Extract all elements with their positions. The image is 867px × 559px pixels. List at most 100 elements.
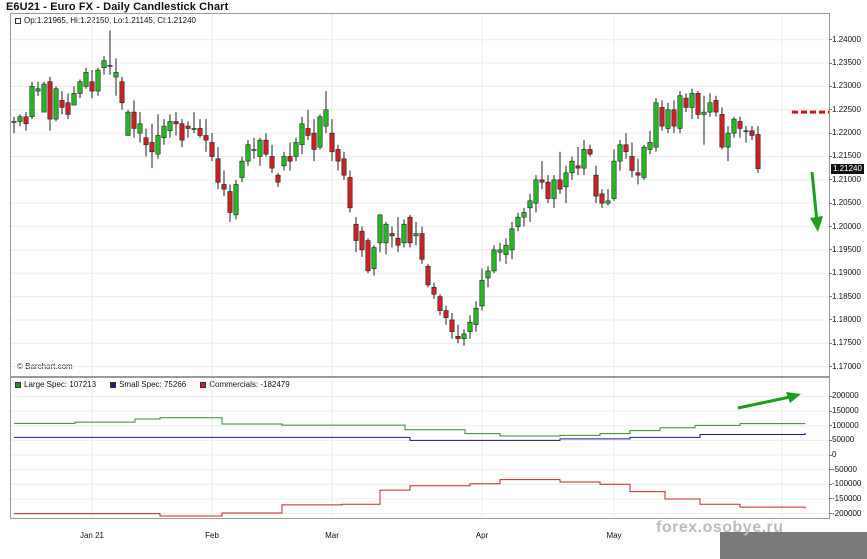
candle-body <box>41 83 47 113</box>
candle-body <box>719 114 725 148</box>
candle-body <box>755 134 761 169</box>
candle-body <box>467 321 473 332</box>
cot-tick-label: -100000 <box>828 479 862 489</box>
candle-body <box>149 142 155 153</box>
cot-series-line-small-spec <box>14 432 806 441</box>
candle-body <box>689 93 695 108</box>
large-spec-swatch-icon <box>15 381 21 388</box>
candle-body <box>677 95 683 129</box>
candle-body <box>749 130 755 136</box>
candle-body <box>365 240 371 272</box>
candle-body <box>209 142 215 157</box>
price-tick-label: 1.23000 <box>829 81 861 91</box>
candle-body <box>11 121 17 123</box>
candle-body <box>77 81 83 94</box>
candle-body <box>683 97 689 108</box>
candle-body <box>473 307 479 325</box>
commercials-swatch-icon <box>200 381 207 388</box>
legend-large-spec-label: Large Spec: 107213 <box>24 380 97 389</box>
candle-body <box>395 237 401 246</box>
candle-body <box>353 223 359 241</box>
x-tick-label: Feb <box>205 531 219 540</box>
candle-body <box>605 200 611 204</box>
candle-body <box>323 109 329 127</box>
watermark-box <box>720 532 867 559</box>
candle-body <box>665 109 671 129</box>
candle-body <box>311 132 317 150</box>
candle-body <box>143 137 149 146</box>
candle-body <box>245 144 251 162</box>
legend-small-spec: Small Spec: 75266 <box>110 380 186 389</box>
candle-body <box>545 181 551 199</box>
candle-body <box>497 249 503 253</box>
candle-body <box>359 230 365 251</box>
price-tick-label: 1.18000 <box>829 314 861 324</box>
cot-tick-label: -150000 <box>828 493 862 503</box>
candle-body <box>551 179 557 199</box>
small-spec-swatch-icon <box>110 381 117 388</box>
candle-body <box>725 132 731 148</box>
candle-body <box>185 125 191 129</box>
price-tick-label: 1.21000 <box>829 174 861 184</box>
candle-body <box>113 72 119 78</box>
candle-body <box>701 111 707 115</box>
candle-body <box>437 296 443 311</box>
price-tick-label: 1.21500 <box>829 151 861 161</box>
candle-body <box>275 174 281 183</box>
candle-body <box>239 160 245 178</box>
cot-tick-label: -200000 <box>828 508 862 518</box>
candle-body <box>17 116 23 122</box>
candle-body <box>35 88 41 92</box>
legend-large-spec: Large Spec: 107213 <box>15 380 96 389</box>
candle-body <box>539 179 545 183</box>
candle-body <box>269 156 275 169</box>
legend-commercials: Commercials: -182479 <box>200 380 290 389</box>
price-tick-label: 1.22000 <box>829 128 861 138</box>
cot-tick-label: -50000 <box>829 464 857 474</box>
x-tick-label: Jan 21 <box>79 531 105 540</box>
candle-body <box>563 172 569 188</box>
candle-body <box>653 102 659 148</box>
candle-body <box>617 144 623 162</box>
down-arrow-head <box>810 216 823 232</box>
price-tick-label: 1.24000 <box>829 34 861 44</box>
candle-body <box>95 69 101 92</box>
candle-body <box>377 214 383 244</box>
candle-body <box>671 109 677 127</box>
x-tick-label: Mar <box>325 531 339 540</box>
candle-body <box>227 191 233 213</box>
cot-series-line-large-spec <box>14 417 806 437</box>
candle-body <box>221 184 227 190</box>
price-tick-label: 1.23500 <box>829 58 861 68</box>
candle-body <box>647 142 653 150</box>
candle-body <box>29 86 35 118</box>
candle-body <box>581 149 587 169</box>
candle-body <box>455 335 461 339</box>
candle-body <box>635 172 641 176</box>
candle-body <box>179 123 185 141</box>
candle-body <box>305 128 311 136</box>
candle-body <box>389 233 395 237</box>
cot-tick-label: 50000 <box>828 435 855 445</box>
candle-body <box>743 130 749 133</box>
candle-body <box>107 65 113 67</box>
chart-title: E6U21 - Euro FX - Daily Candlestick Char… <box>6 1 229 13</box>
candle-body <box>119 81 125 104</box>
candle-body <box>503 244 509 255</box>
candle-body <box>641 146 647 178</box>
price-tick-label: 1.17500 <box>829 338 861 348</box>
candle-body <box>131 111 137 129</box>
candle-body <box>155 135 161 155</box>
candle-body <box>707 102 713 113</box>
candle-body <box>485 270 491 279</box>
candle-body <box>629 156 635 171</box>
candle-body <box>533 179 539 204</box>
candle-body <box>623 144 629 153</box>
candle-body <box>587 149 593 155</box>
candle-body <box>299 123 305 146</box>
candle-body <box>287 156 293 162</box>
legend-small-spec-label: Small Spec: 75266 <box>119 380 187 389</box>
candle-body <box>383 223 389 244</box>
ohlc-text: Op:1.21965, Hi:1.22150, Lo:1.21145, Cl:1… <box>24 16 196 25</box>
